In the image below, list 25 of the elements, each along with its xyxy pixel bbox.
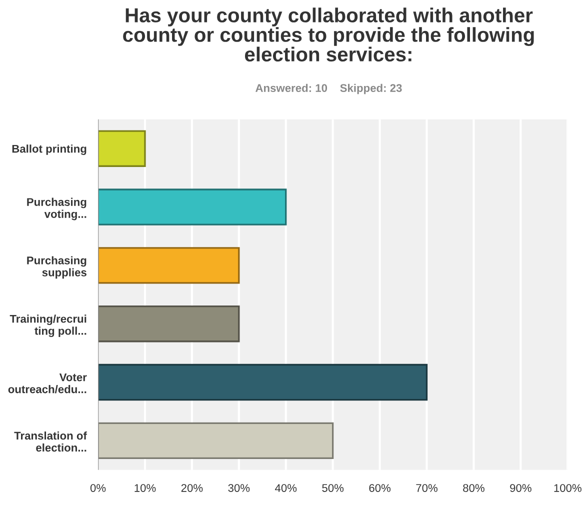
x-tick-label: 60% <box>369 484 391 492</box>
x-tick-label: 20% <box>181 484 203 492</box>
chart-subtitle: Answered: 10 Skipped: 23 <box>256 84 402 94</box>
y-tick-label: Training/recrui ting poll... <box>10 314 86 338</box>
x-tick-label: 40% <box>275 484 297 492</box>
x-tick-label: 30% <box>228 484 250 492</box>
x-tick-label: 50% <box>322 484 344 492</box>
bar <box>98 305 240 342</box>
y-tick-label: Translation of election... <box>14 431 87 452</box>
x-tick-label: 90% <box>510 484 532 492</box>
x-tick-label: 100% <box>554 484 582 492</box>
bar <box>98 130 146 167</box>
x-tick-label: 80% <box>463 484 484 492</box>
bar <box>98 188 287 226</box>
bar <box>98 247 240 284</box>
x-tick-label: 70% <box>416 484 438 492</box>
y-tick-label: Purchasing supplies <box>27 256 86 279</box>
y-tick-label: Voter outreach/edu... <box>8 373 87 394</box>
x-tick-label: 0% <box>90 484 106 492</box>
x-tick-label: 10% <box>134 484 156 492</box>
y-tick-label: Ballot printing <box>12 144 86 155</box>
bar <box>98 422 334 460</box>
y-tick-label: Purchasing voting... <box>27 198 86 220</box>
bar <box>98 364 428 401</box>
chart-title: Has your county collaborated with another county or counties to provide the following election services: <box>123 8 534 62</box>
